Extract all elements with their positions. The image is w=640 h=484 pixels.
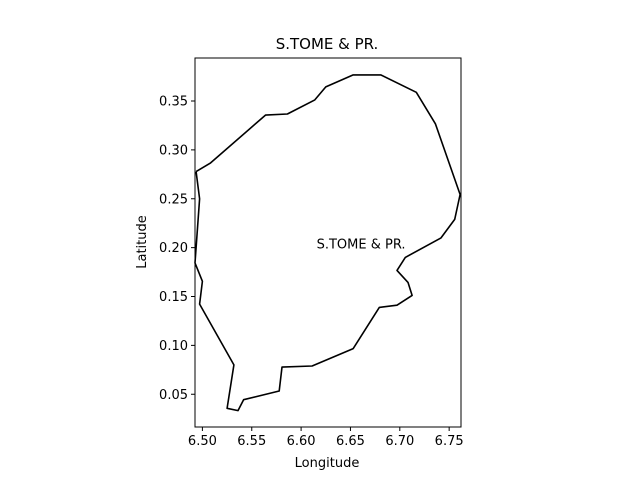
x-tick-label: 6.65: [336, 434, 365, 449]
x-axis-ticks: 6.50 6.55 6.60 6.65 6.70 6.75: [188, 427, 464, 449]
x-axis-label: Longitude: [295, 456, 360, 471]
chart-title: S.TOME & PR.: [276, 35, 379, 53]
country-label: S.TOME & PR.: [317, 238, 406, 253]
y-axis-label: Latitude: [135, 215, 150, 269]
y-tick-label: 0.30: [159, 143, 188, 158]
y-axis-ticks: 0.05 0.10 0.15 0.20 0.25 0.30 0.35: [159, 95, 195, 403]
y-tick-label: 0.05: [159, 388, 188, 403]
y-tick-label: 0.20: [159, 241, 188, 256]
y-tick-label: 0.10: [159, 339, 188, 354]
x-tick-label: 6.70: [385, 434, 414, 449]
y-tick-label: 0.35: [159, 95, 188, 110]
x-tick-label: 6.75: [435, 434, 464, 449]
x-tick-label: 6.55: [237, 434, 266, 449]
x-tick-label: 6.60: [287, 434, 316, 449]
plot-frame: [194, 57, 462, 428]
y-tick-label: 0.15: [159, 290, 188, 305]
country-outline: [194, 74, 461, 412]
x-tick-label: 6.50: [188, 434, 217, 449]
y-tick-label: 0.25: [159, 192, 188, 207]
